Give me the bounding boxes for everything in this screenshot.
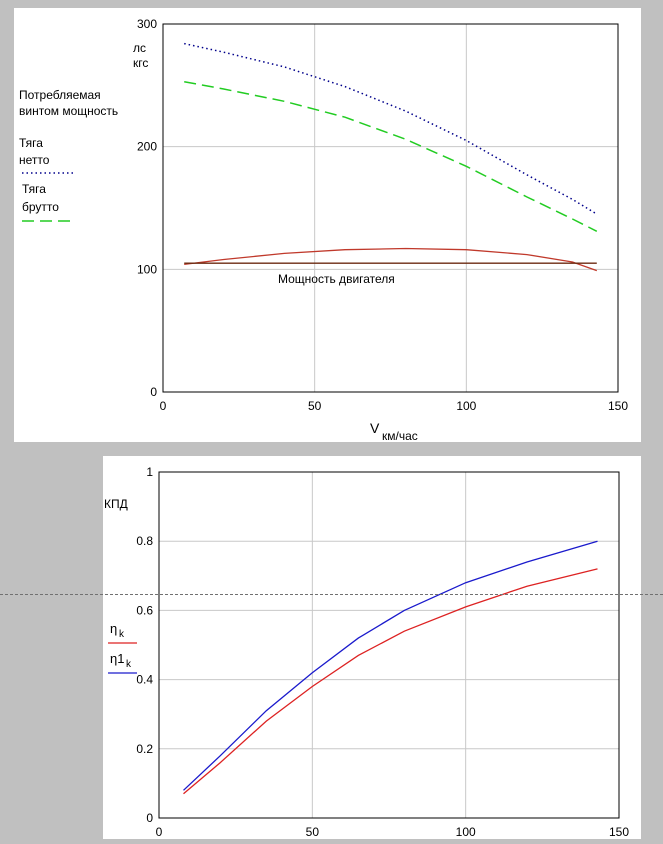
legend-label: винтом мощность [19,104,118,118]
y-tick-label: 0.2 [136,742,153,756]
x-tick-label: 50 [308,399,322,413]
y-axis-label: кгс [133,56,148,70]
x-tick-label: 50 [306,825,320,839]
plot-frame [162,23,619,393]
series-line [184,80,598,232]
y-tick-label: 300 [137,17,157,31]
series-line [184,247,598,272]
dashed-divider-line [0,594,663,595]
x-tick-label: 150 [608,399,628,413]
y-axis-label: лс [133,41,146,55]
y-tick-label: 0.8 [136,534,153,548]
legend-label: нетто [19,153,50,167]
x-tick-label: 150 [609,825,629,839]
efficiency-chart-panel: 0 50 100 150 0 0.2 0.4 0.6 0.8 1 КПД η k η1 k [103,456,641,839]
plot-frame [158,471,620,819]
y-tick-label: 1 [146,465,153,479]
y-tick-label: 0.6 [136,603,153,617]
series-line [183,540,598,791]
y-tick-label: 200 [137,140,157,154]
x-axis-label-subscript: км/час [382,429,418,442]
x-tick-label: 0 [156,825,163,839]
x-axis-label: V [370,420,380,436]
legend-label: η1 [110,651,124,666]
legend-label-subscript: k [126,659,132,670]
legend-label: Тяга [19,136,43,150]
x-tick-label: 100 [456,825,476,839]
engine-power-annotation: Мощность двигателя [278,272,395,286]
y-tick-label: 100 [137,262,157,276]
y-axis-label: КПД [104,497,128,511]
series-line [183,568,598,795]
legend-label: Потребляемая [19,88,101,102]
legend-label-subscript: k [119,629,125,640]
legend-label: η [110,621,117,636]
x-tick-label: 0 [160,399,167,413]
y-tick-label: 0 [146,811,153,825]
legend-label: брутто [22,200,59,214]
legend-label: Тяга [22,182,46,196]
y-tick-label: 0.4 [136,673,153,687]
series-line [184,42,598,215]
y-tick-label: 0 [150,385,157,399]
x-tick-label: 100 [456,399,476,413]
